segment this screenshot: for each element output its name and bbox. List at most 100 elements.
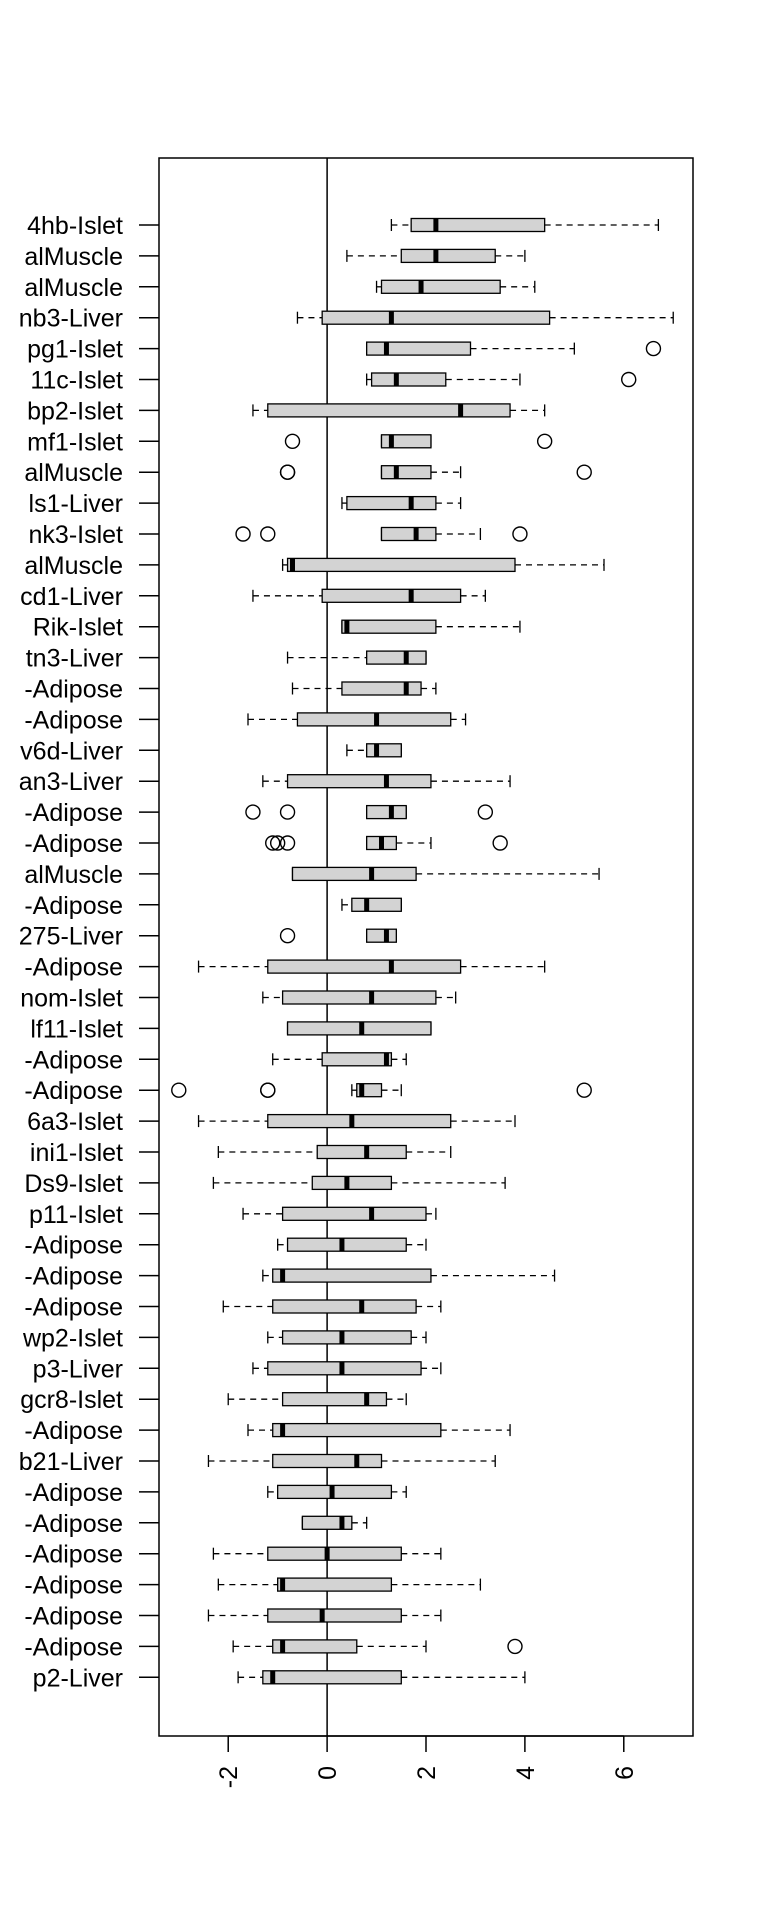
category-label: bp2-Islet [27, 397, 123, 425]
box-group [262, 774, 511, 789]
category-label: -Adipose [24, 1479, 123, 1507]
box-group [217, 1144, 452, 1160]
outlier-point [576, 1082, 592, 1098]
category-label: -Adipose [24, 676, 123, 704]
category-label: p11-Islet [29, 1201, 123, 1229]
category-label: 4hb-Islet [27, 212, 123, 240]
box-group [171, 1082, 592, 1098]
category-label: tn3-Liver [26, 645, 123, 673]
box-group [291, 866, 600, 882]
box-iqr [311, 1175, 393, 1191]
box-iqr [291, 866, 417, 882]
box-group [197, 1113, 516, 1129]
outlier-point [265, 835, 281, 851]
box-iqr [380, 526, 437, 542]
category-label: alMuscle [24, 459, 123, 487]
outlier-point [269, 835, 286, 851]
box-group [341, 495, 462, 511]
box-group [301, 1515, 368, 1530]
box-iqr [346, 495, 437, 511]
box-group [366, 371, 637, 388]
x-tick-label: 2 [413, 1766, 441, 1780]
box-group [222, 1299, 442, 1314]
box-group [247, 1422, 511, 1438]
box-group [341, 619, 521, 634]
box-group [375, 279, 536, 294]
box-group [262, 990, 457, 1005]
category-label: -Adipose [24, 1232, 123, 1260]
box-group [346, 248, 526, 264]
box-iqr [321, 310, 551, 325]
outlier-point [621, 371, 637, 388]
category-label: ls1-Liver [29, 490, 123, 518]
category-label: -Adipose [24, 1541, 123, 1569]
box-iqr [286, 557, 516, 573]
box-group [237, 1670, 526, 1685]
outlier-point [171, 1082, 187, 1098]
box-iqr [272, 1639, 358, 1654]
box-group [346, 743, 402, 758]
category-label: lf11-Islet [30, 1015, 123, 1043]
outlier-point [235, 526, 251, 542]
category-label: -Adipose [24, 1510, 123, 1538]
box-group [207, 1453, 496, 1469]
outlier-point [507, 1638, 523, 1655]
category-label: alMuscle [24, 274, 123, 302]
box-iqr [321, 1052, 393, 1067]
box-group [279, 928, 397, 944]
plot-area [158, 157, 694, 1737]
category-label: -Adipose [24, 1294, 123, 1322]
x-tick-label: 0 [314, 1766, 342, 1780]
box-group [197, 959, 546, 974]
box-iqr [400, 248, 496, 264]
category-label: 6a3-Islet [27, 1108, 123, 1136]
outlier-point [279, 804, 296, 820]
box-iqr [281, 1330, 412, 1345]
category-label: -Adipose [24, 1417, 123, 1445]
box-group [284, 433, 553, 449]
category-label: -Adipose [24, 1633, 123, 1661]
box-iqr [316, 1144, 407, 1160]
box-group [341, 897, 402, 912]
box-group [286, 1021, 432, 1036]
outlier-point [576, 464, 592, 480]
box-group [281, 557, 605, 573]
outlier-point [260, 526, 276, 542]
category-label: ini1-Islet [30, 1139, 123, 1167]
box-iqr [267, 959, 462, 974]
category-label: an3-Liver [19, 768, 123, 796]
category-label: alMuscle [24, 552, 123, 580]
category-label: -Adipose [24, 830, 123, 858]
box-group [265, 835, 508, 851]
box-iqr [281, 1206, 427, 1221]
box-group [212, 1175, 506, 1191]
category-label: -Adipose [24, 1603, 123, 1631]
box-iqr [267, 403, 511, 418]
category-label: gcr8-Islet [20, 1386, 123, 1414]
category-label: mf1-Islet [27, 428, 123, 456]
box-group [291, 681, 437, 696]
box-group [296, 310, 674, 325]
category-label: p3-Liver [33, 1355, 123, 1383]
box-iqr [277, 1577, 393, 1592]
box-iqr [267, 1546, 402, 1561]
category-label: p2-Liver [33, 1664, 123, 1692]
category-label: wp2-Islet [22, 1324, 123, 1352]
box-iqr [366, 743, 402, 758]
outlier-point [477, 804, 494, 820]
box-group [245, 804, 494, 820]
category-label: nk3-Islet [29, 521, 124, 549]
box-group [390, 217, 660, 233]
category-label: Ds9-Islet [24, 1170, 123, 1198]
box-group [207, 1608, 442, 1623]
box-iqr [341, 619, 437, 634]
box-group [217, 1577, 482, 1592]
box-group [232, 1638, 523, 1655]
category-labels: 4hb-Islet alMuscle alMuscle nb3-Liver pg1-Is… [19, 212, 159, 1692]
box-group [235, 526, 528, 542]
outlier-point [260, 1082, 276, 1098]
box-group [212, 1546, 442, 1561]
box-iqr [410, 217, 546, 233]
box-group [272, 1052, 407, 1067]
category-label: -Adipose [24, 1263, 123, 1291]
